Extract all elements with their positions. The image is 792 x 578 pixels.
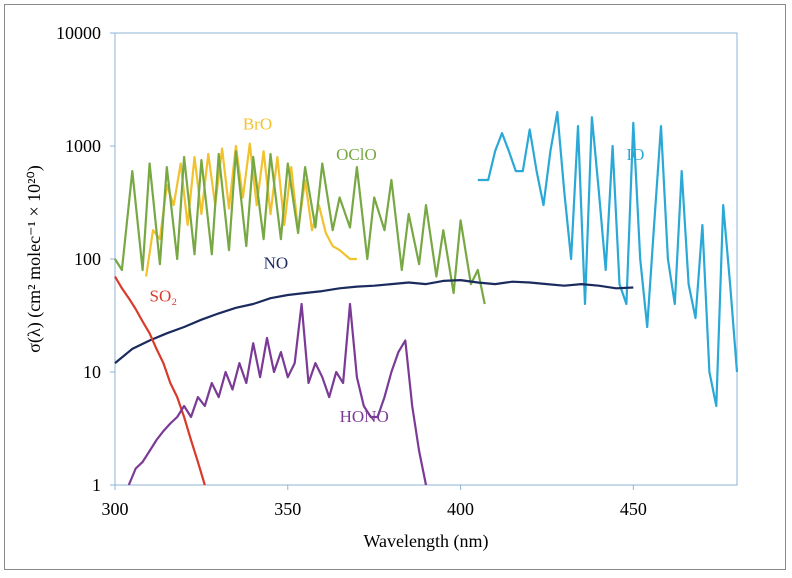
series-line-no: [114, 279, 634, 364]
series-label-so: SO₂: [150, 287, 178, 306]
series-line-hono: [127, 302, 428, 486]
series-line-oclo: [114, 150, 486, 305]
y-tick-label: 1: [92, 475, 101, 495]
plot-area: [114, 32, 738, 486]
x-axis-label: Wavelength (nm): [363, 531, 488, 552]
y-tick-label: 10000: [56, 23, 101, 43]
chart-frame: [4, 4, 786, 570]
series-label-oclo: OClO: [336, 145, 377, 164]
y-axis-label: σ(λ) (cm² molec⁻¹ × 10²⁰): [24, 165, 45, 352]
series-label-bro: BrO: [243, 114, 272, 133]
series-line-so: [114, 275, 206, 486]
y-tick-label: 100: [74, 249, 101, 269]
series-label-no: NO: [264, 254, 289, 273]
x-tick-label: 300: [102, 499, 129, 519]
series-line-io: [477, 110, 739, 408]
series-label-hono: HONO: [340, 407, 389, 426]
x-tick-label: 350: [274, 499, 301, 519]
series-label-io: IO: [626, 145, 644, 164]
x-tick-label: 400: [447, 499, 474, 519]
y-tick-label: 1000: [65, 136, 101, 156]
y-tick-label: 10: [83, 362, 101, 382]
x-tick-label: 450: [620, 499, 647, 519]
